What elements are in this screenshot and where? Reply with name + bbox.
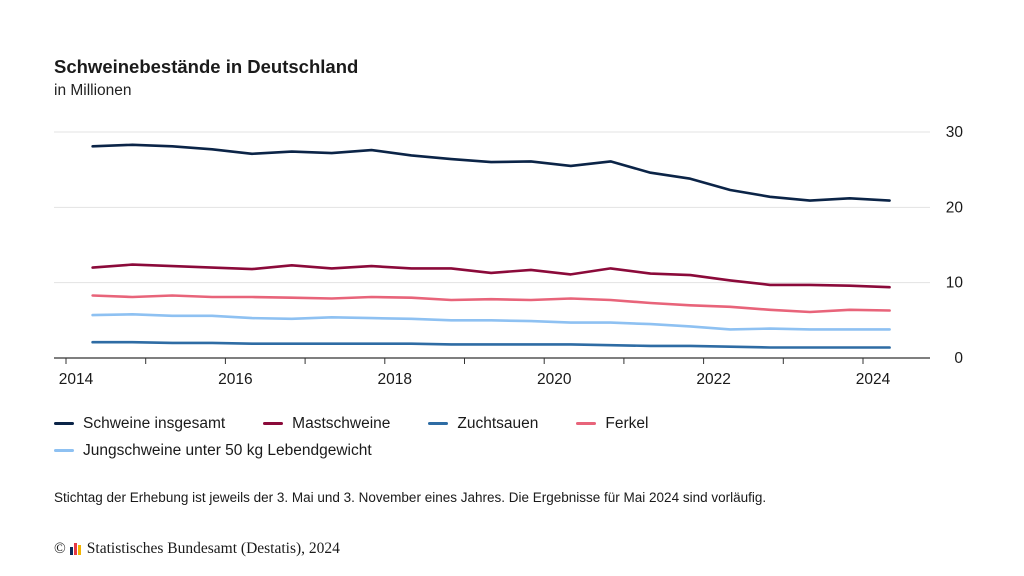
y-tick-label: 30: [946, 124, 964, 141]
legend-item-mastschweine[interactable]: Mastschweine: [263, 415, 390, 433]
y-axis: 0 10 20 30: [946, 124, 964, 367]
series-line-4: [91, 313, 891, 331]
series-line-2: [91, 340, 891, 349]
gridlines: [54, 131, 930, 284]
legend-label: Schweine insgesamt: [83, 414, 226, 432]
x-tick-label: 2014: [59, 371, 94, 388]
legend-label: Ferkel: [605, 414, 649, 432]
chart-subtitle: in Millionen: [54, 82, 132, 99]
legend-item-jungschweine[interactable]: Jungschweine unter 50 kg Lebendgewicht: [54, 442, 372, 460]
copyright-symbol: ©: [54, 540, 66, 557]
footnote: Stichtag der Erhebung ist jeweils der 3.…: [54, 490, 767, 505]
legend-swatch: [263, 422, 284, 425]
legend-swatch: [54, 422, 74, 425]
series-line-0: [91, 143, 891, 202]
legend-item-ferkel[interactable]: Ferkel: [576, 415, 648, 433]
series-lines: [91, 143, 891, 349]
copyright: © Statistisches Bundesamt (Destatis), 20…: [54, 540, 340, 558]
legend-item-zuchtsauen[interactable]: Zuchtsauen: [428, 415, 538, 433]
copyright-text: Statistisches Bundesamt (Destatis), 2024: [86, 540, 340, 557]
legend-swatch: [576, 422, 597, 425]
legend: Schweine insgesamt Mastschweine Zuchtsau…: [54, 410, 954, 464]
legend-label: Jungschweine unter 50 kg Lebendgewicht: [83, 441, 372, 459]
series-line-1: [91, 263, 891, 289]
x-tick-label: 2018: [378, 371, 412, 388]
y-tick-label: 20: [946, 199, 964, 216]
legend-item-schweine-insgesamt[interactable]: Schweine insgesamt: [54, 415, 225, 433]
x-tick-label: 2024: [856, 371, 891, 388]
x-axis: 2014 2016 2018 2020 2022 2024: [54, 357, 930, 388]
legend-swatch: [54, 449, 74, 452]
legend-swatch: [428, 422, 449, 425]
chart-title: Schweinebestände in Deutschland: [54, 56, 359, 77]
y-tick-label: 0: [954, 350, 963, 367]
legend-label: Zuchtsauen: [457, 414, 539, 432]
line-chart: 2014 2016 2018 2020 2022 2024 0 10 20 30: [54, 124, 964, 388]
x-tick-label: 2020: [537, 371, 572, 388]
x-tick-label: 2016: [218, 371, 252, 388]
destatis-logo-icon: [69, 543, 81, 555]
y-tick-label: 10: [946, 275, 964, 292]
x-tick-label: 2022: [696, 371, 730, 388]
legend-label: Mastschweine: [292, 414, 391, 432]
series-line-3: [91, 294, 891, 314]
